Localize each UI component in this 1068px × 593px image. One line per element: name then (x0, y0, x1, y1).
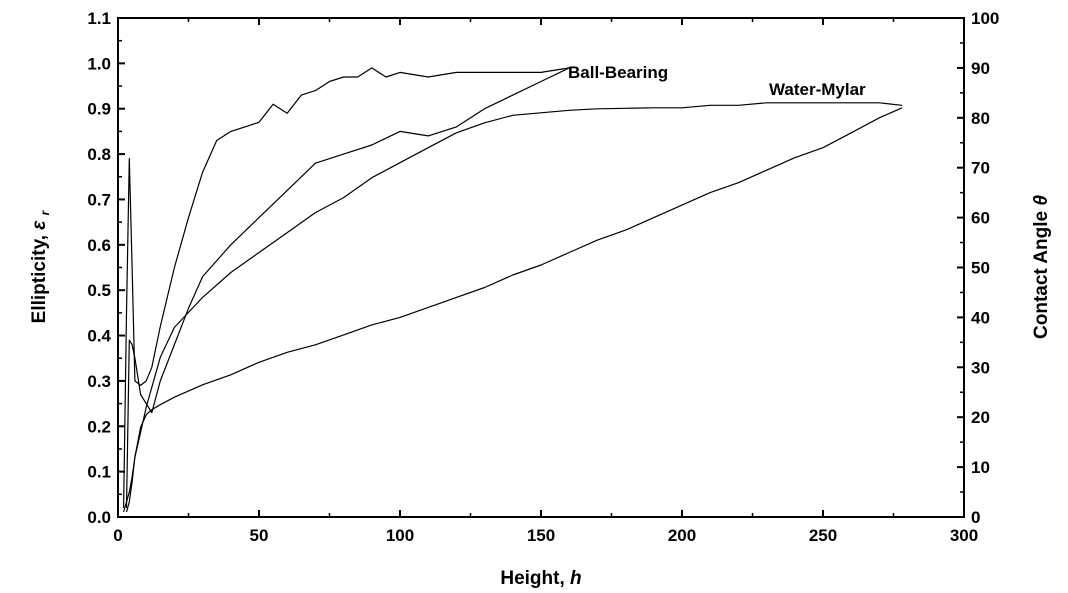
x-tick-label: 200 (668, 526, 696, 545)
y-tick-label: 0.8 (87, 145, 111, 164)
x-tick-label: 50 (250, 526, 269, 545)
y2-tick-label: 40 (971, 308, 990, 327)
data-curves (123, 67, 903, 513)
series-line-2 (125, 67, 570, 508)
y-axis-variable: ε (29, 220, 50, 230)
y-tick-label: 0.9 (87, 100, 111, 119)
y-tick-label: 0.7 (87, 190, 111, 209)
y2-tick-label: 10 (971, 458, 990, 477)
y-tick-label: 0.3 (87, 372, 111, 391)
y2-tick-label: 20 (971, 408, 990, 427)
annotation-ball-bearing: Ball-Bearing (568, 63, 668, 82)
y2-tick-label: 50 (971, 259, 990, 278)
y-tick-label: 0.1 (87, 463, 111, 482)
y2-axis-title: Contact Angle θ (1031, 195, 1052, 339)
series-line-4 (125, 107, 903, 513)
y-tick-label: 1.1 (87, 9, 111, 28)
tick-marks (117, 17, 965, 518)
x-tick-label: 250 (809, 526, 837, 545)
x-axis-variable: h (570, 568, 582, 589)
series-line-1 (123, 67, 570, 508)
y2-tick-label: 90 (971, 59, 990, 78)
series-line-3 (123, 102, 903, 513)
y2-tick-label: 60 (971, 209, 990, 228)
x-tick-label: 150 (527, 526, 555, 545)
y-axis-subscript: r (38, 209, 52, 215)
y-tick-label: 0.0 (87, 508, 111, 527)
y-axis-title: Ellipticity, ε r (29, 209, 52, 323)
y2-axis-title-text: Contact Angle (1031, 211, 1052, 339)
x-tick-label: 300 (950, 526, 978, 545)
y-tick-label: 0.2 (87, 417, 111, 436)
y-tick-label: 1.0 (87, 54, 111, 73)
y2-tick-label: 70 (971, 159, 990, 178)
x-axis-title-text: Height, (500, 568, 564, 589)
annotation-water-mylar: Water-Mylar (769, 80, 866, 99)
y2-tick-label: 80 (971, 109, 990, 128)
y-tick-label: 0.4 (87, 327, 111, 346)
tick-labels: 0 50 100 150 200 250 3000.00.10.20.30.40.50.60… (87, 9, 999, 545)
y-tick-label: 0.6 (87, 236, 111, 255)
y2-tick-label: 30 (971, 358, 990, 377)
x-axis-title: Height, h (500, 568, 581, 589)
x-tick-label: 100 (386, 526, 414, 545)
y2-tick-label: 0 (971, 508, 980, 527)
y2-axis-variable: θ (1031, 195, 1052, 206)
y2-tick-label: 100 (971, 9, 999, 28)
y-axis-title-text: Ellipticity, (29, 235, 50, 323)
x-tick-label: 0 (113, 526, 122, 545)
y-tick-label: 0.5 (87, 281, 111, 300)
